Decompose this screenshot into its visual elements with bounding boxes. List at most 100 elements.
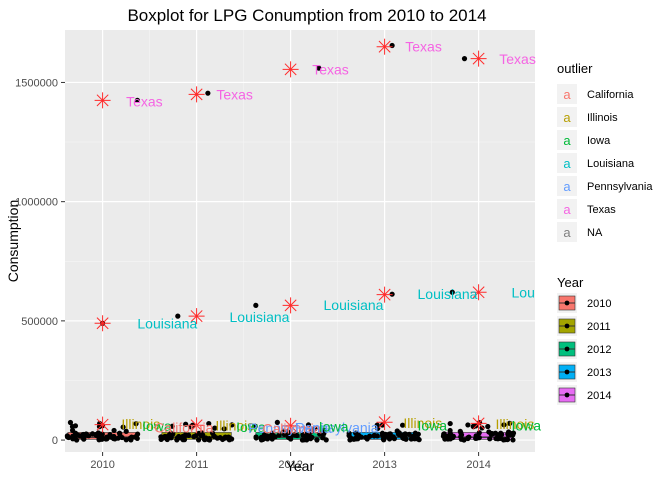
data-point [399,422,406,428]
legend-key-glyph: a [563,225,571,240]
annotation-label: Louisiana [137,315,197,331]
grid-minor [65,30,535,452]
data-point [443,435,449,442]
data-point [221,426,227,432]
data-point [493,435,499,442]
annotation-label: Illinois [121,416,160,432]
data-point [488,431,494,437]
outlier-asterisk [188,86,205,103]
annotation-label: Texas [405,39,442,55]
outlier-asterisk [282,417,299,434]
data-point [288,436,294,442]
data-point [312,425,318,432]
data-point [505,429,512,435]
annotation-label: Texas [216,86,253,102]
annotations: Texas Louisiana Texas Louisiana Texas Louisia… [121,39,541,437]
asterisk-stroke [190,310,203,323]
y-tick-label: 1000000 [15,197,58,209]
legend-item-label: 2012 [587,344,611,356]
outlier-asterisk [94,416,111,433]
legend-item-label: 2013 [587,367,611,379]
asterisk-stroke [472,417,485,430]
data-point [259,435,265,441]
data-point [253,435,259,441]
data-point [353,430,359,437]
legend-item-label: Iowa [587,135,611,147]
data-point [461,437,467,443]
data-point [379,430,386,436]
points-layer [64,42,517,443]
data-point [196,430,202,436]
data-point [500,437,507,443]
x-tick-label: 2013 [372,459,396,471]
annotation-label: Pennsylvania [248,420,331,436]
legend-item-label: Texas [587,204,616,216]
data-point [81,436,87,442]
data-point [269,436,275,442]
data-point [103,434,110,440]
y-tick-label: 500000 [21,316,58,328]
outlier-point [316,65,322,71]
legend-key [557,176,577,196]
legend-key-glyph: a [563,202,571,217]
data-point [95,430,101,436]
data-point [441,431,447,437]
outlier-asterisk [376,38,393,55]
asterisk-stroke [284,299,297,312]
data-point [358,434,364,440]
outlier-asterisk [470,415,487,432]
data-point [301,437,307,443]
data-point [401,435,407,441]
data-point [175,435,182,441]
data-point [264,436,271,442]
data-point [395,431,401,437]
data-point [64,434,71,440]
legend-key [557,130,577,150]
annotation-label: California [154,420,213,436]
annotation-label: Louisiana [324,297,384,313]
data-point [252,423,258,429]
asterisk-stroke [378,416,391,429]
x-tick-label: 2012 [278,459,302,471]
data-point [348,435,354,441]
legend-key-glyph: a [563,179,571,194]
asterisk-stroke [190,419,203,432]
outlier-marks [94,38,487,434]
data-point [274,419,280,425]
legend-key-glyph: a [563,110,571,125]
outlier-point [253,302,259,308]
legend-item-label: NA [587,227,603,239]
annotation-label: California [262,421,321,437]
data-point [320,435,326,441]
x-tick-label: 2011 [185,459,209,471]
outlier-legend: outlier a California a Illinois a Iowa a Louisia… [557,61,653,242]
legend-key-dot [564,323,570,329]
data-point [164,436,170,443]
legend-key-glyph: a [563,156,571,171]
data-point [501,422,507,428]
legend-key [557,199,577,219]
legend-item-label: 2014 [587,390,611,402]
y-tick-label: 1500000 [15,77,58,89]
legend-key-glyph: a [563,133,571,148]
outlier-asterisk [470,50,487,67]
asterisk-stroke [378,40,391,53]
data-point [70,436,76,442]
legend-key-dot [564,369,570,375]
data-point [414,436,421,442]
data-point [302,431,308,437]
x-tick-label: 2014 [466,459,490,471]
data-point [473,433,479,439]
outlier-asterisk [470,284,487,301]
data-point [479,425,485,431]
outlier-asterisk [94,92,111,109]
asterisk-stroke [284,63,297,76]
outlier-asterisk [94,315,111,332]
outlier-asterisk [282,297,299,314]
legend-item-label: 2011 [587,321,611,333]
data-point [89,431,96,437]
asterisk-stroke [96,317,109,330]
annotation-label: Iowa [142,418,172,434]
asterisk-stroke [284,419,297,432]
data-point [465,422,471,428]
